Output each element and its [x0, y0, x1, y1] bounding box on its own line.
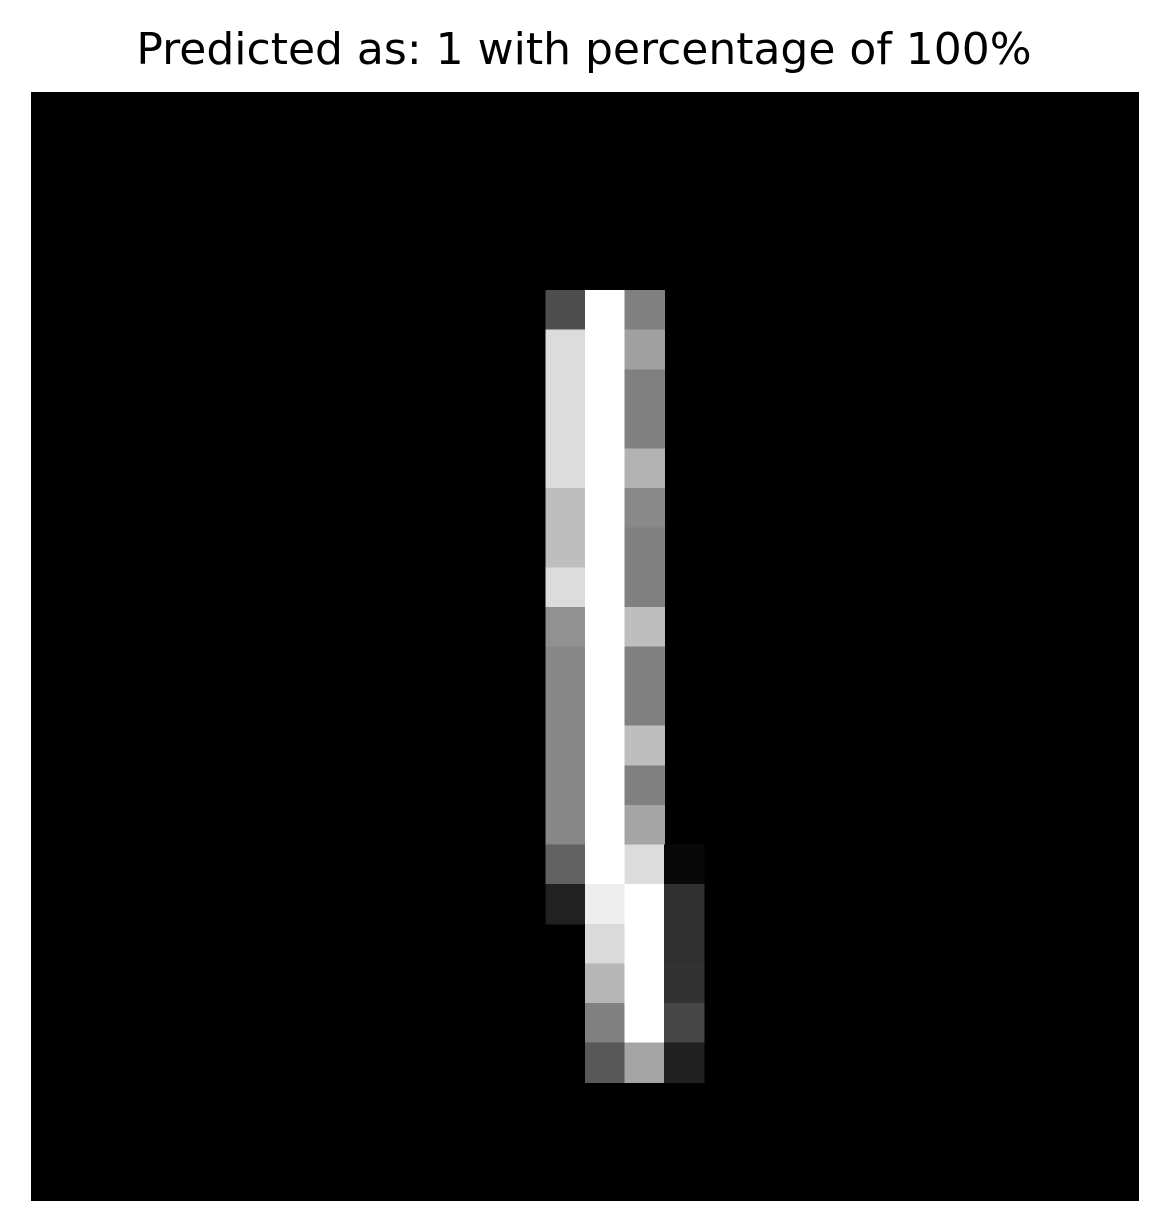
pixel-r11-c13: [545, 527, 586, 569]
pixel-r21-c14: [585, 923, 626, 965]
pixel-r20-c13: [545, 884, 586, 925]
pixel-r24-c14: [585, 1042, 626, 1083]
pixel-r24-c16: [664, 1042, 705, 1083]
pixel-r19-c16: [664, 844, 705, 885]
pixel-r5-c13: [545, 290, 586, 331]
pixel-r14-c13: [545, 646, 586, 687]
pixel-r12-c14: [585, 567, 626, 608]
pixel-r16-c15: [624, 725, 665, 767]
pixel-r7-c13: [545, 369, 586, 410]
pixel-r19-c14: [585, 844, 626, 885]
pixel-r20-c15: [624, 884, 665, 925]
pixel-r22-c14: [585, 963, 626, 1004]
pixel-r6-c14: [585, 329, 626, 371]
pixel-r18-c14: [585, 804, 626, 846]
pixel-r21-c15: [624, 923, 665, 965]
pixel-r23-c16: [664, 1002, 705, 1044]
pixel-r8-c13: [545, 408, 586, 450]
pixel-r15-c13: [545, 686, 586, 727]
pixel-r8-c15: [624, 408, 665, 450]
pixel-r20-c16: [664, 884, 705, 925]
pixel-r10-c13: [545, 488, 586, 529]
pixel-r14-c14: [585, 646, 626, 687]
pixel-r10-c15: [624, 488, 665, 529]
pixel-r6-c15: [624, 329, 665, 371]
pixel-r18-c13: [545, 804, 586, 846]
pixel-r21-c16: [664, 923, 705, 965]
pixel-r20-c14: [585, 884, 626, 925]
pixel-r18-c15: [624, 804, 665, 846]
pixel-r11-c15: [624, 527, 665, 569]
pixel-r6-c13: [545, 329, 586, 371]
pixel-r9-c15: [624, 448, 665, 489]
pixel-r15-c15: [624, 686, 665, 727]
pixel-r22-c15: [624, 963, 665, 1004]
pixel-r17-c13: [545, 765, 586, 806]
pixel-r11-c14: [585, 527, 626, 569]
pixel-r17-c14: [585, 765, 626, 806]
pixel-r13-c14: [585, 606, 626, 648]
pixel-r23-c15: [624, 1002, 665, 1044]
pixel-r16-c13: [545, 725, 586, 767]
pixel-r8-c14: [585, 408, 626, 450]
chart-title: Predicted as: 1 with percentage of 100%: [136, 24, 1032, 75]
pixel-r13-c15: [624, 606, 665, 648]
digit-image: [31, 92, 1139, 1201]
pixel-r9-c14: [585, 448, 626, 489]
pixel-r17-c15: [624, 765, 665, 806]
pixel-r13-c13: [545, 606, 586, 648]
pixel-r7-c14: [585, 369, 626, 410]
pixel-r10-c14: [585, 488, 626, 529]
pixel-r15-c14: [585, 686, 626, 727]
pixel-r16-c14: [585, 725, 626, 767]
pixel-r19-c13: [545, 844, 586, 885]
pixel-r14-c15: [624, 646, 665, 687]
pixel-r24-c15: [624, 1042, 665, 1083]
pixel-r5-c15: [624, 290, 665, 331]
pixel-r23-c14: [585, 1002, 626, 1044]
pixel-r9-c13: [545, 448, 586, 489]
pixel-r7-c15: [624, 369, 665, 410]
pixel-r19-c15: [624, 844, 665, 885]
pixel-r5-c14: [585, 290, 626, 331]
pixel-r12-c13: [545, 567, 586, 608]
pixel-layer: [545, 290, 705, 1083]
pixel-r22-c16: [664, 963, 705, 1004]
pixel-r12-c15: [624, 567, 665, 608]
